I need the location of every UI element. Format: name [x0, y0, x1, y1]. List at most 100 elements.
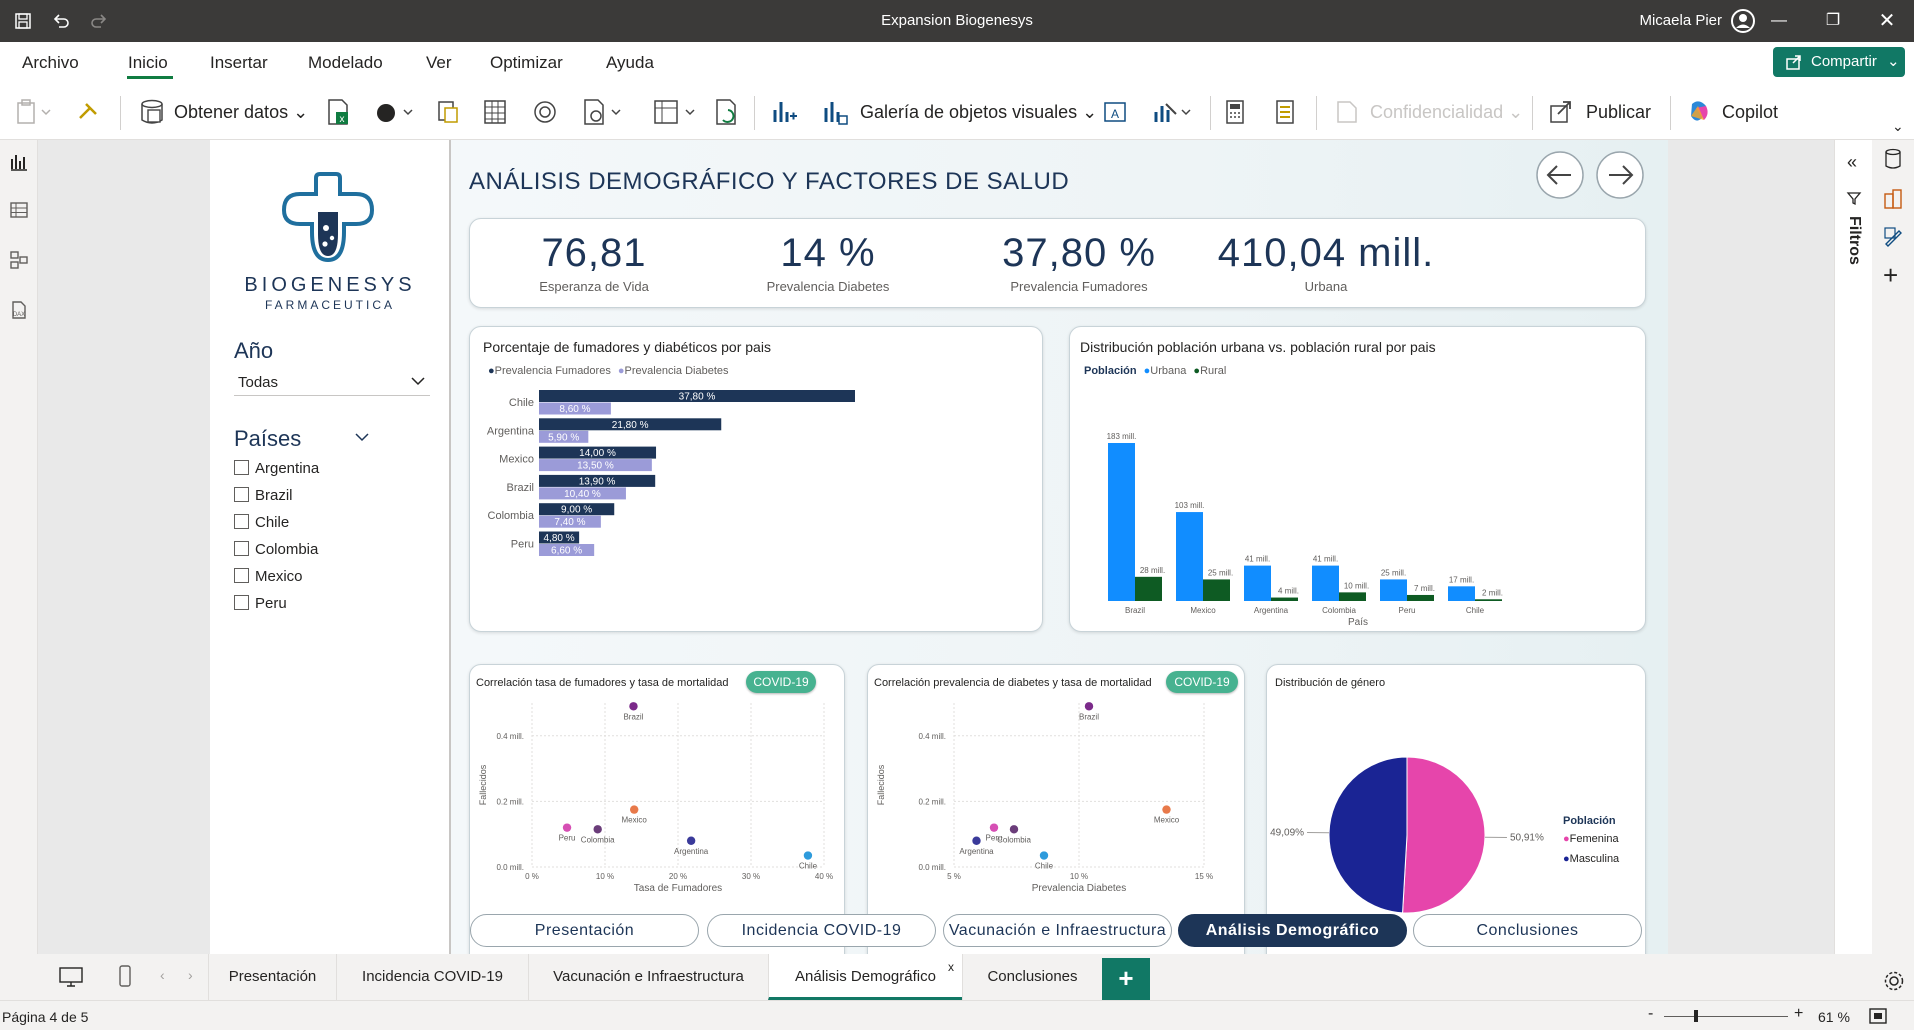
page-tab-conclusiones[interactable]: Conclusiones [962, 954, 1102, 1000]
menu-modelado[interactable]: Modelado [308, 53, 383, 72]
gender-pie-card[interactable]: Distribución de género 50,91% 49,09% Pobl… [1266, 664, 1646, 1030]
visual-gallery-button[interactable]: Galería de objetos visuales ⌄ [860, 102, 1097, 123]
checkbox[interactable] [234, 568, 249, 583]
nav-button-conclusiones[interactable]: Conclusiones [1413, 914, 1642, 947]
checkbox[interactable] [234, 595, 249, 610]
onelake-icon[interactable] [374, 98, 420, 126]
smokers-diabetes-chart-card[interactable]: Porcentaje de fumadores y diabéticos por… [469, 326, 1043, 632]
table-icon[interactable] [482, 98, 508, 126]
data-pane-icon[interactable] [1883, 148, 1903, 170]
menu-archivo[interactable]: Archivo [22, 53, 79, 72]
checkbox[interactable] [234, 514, 249, 529]
forward-arrow-button[interactable] [1595, 150, 1645, 200]
add-page-button[interactable]: + [1102, 958, 1150, 1000]
desktop-layout-icon[interactable] [58, 966, 84, 988]
page-tab-incidencia[interactable]: Incidencia COVID-19 [336, 954, 528, 1000]
menu-ver[interactable]: Ver [426, 53, 452, 72]
urban-rural-chart-card[interactable]: Distribución población urbana vs. poblac… [1069, 326, 1646, 632]
checkbox[interactable] [234, 541, 249, 556]
redo-icon[interactable] [90, 12, 108, 30]
page-tab-vacunacion[interactable]: Vacunación e Infraestructura [528, 954, 768, 1000]
excel-icon[interactable]: x [326, 98, 350, 126]
data-label: 13,50 % [577, 461, 614, 472]
year-dropdown[interactable]: Todas [234, 368, 430, 396]
zoom-in-icon[interactable]: + [1794, 1005, 1804, 1022]
menu-insertar[interactable]: Insertar [210, 53, 268, 72]
minimize-icon[interactable]: — [1771, 12, 1787, 29]
nav-button-vacunacion[interactable]: Vacunación e Infraestructura [943, 914, 1172, 947]
save-icon[interactable] [14, 12, 32, 30]
visualizations-pane-icon[interactable] [1883, 188, 1903, 210]
restore-icon[interactable]: ❐ [1825, 12, 1841, 29]
zoom-out-icon[interactable]: - [1648, 1005, 1654, 1022]
country-option-peru[interactable]: Peru [234, 595, 287, 612]
format-painter-icon[interactable] [76, 98, 102, 126]
share-button[interactable]: Compartir ⌄ [1773, 47, 1905, 77]
filters-label[interactable]: Filtros [1846, 216, 1863, 265]
nav-button-presentacion[interactable]: Presentación [470, 914, 699, 947]
menu-ayuda[interactable]: Ayuda [606, 53, 654, 72]
page-tab-analisis[interactable]: Análisis Demográfico [768, 954, 962, 1000]
settings-icon[interactable] [1883, 970, 1905, 992]
refresh-icon[interactable] [714, 98, 740, 126]
fit-to-page-icon[interactable] [1868, 1007, 1888, 1025]
visual-gallery-icon[interactable] [822, 98, 848, 126]
filter-icon[interactable] [1846, 190, 1862, 206]
country-option-brazil[interactable]: Brazil [234, 487, 293, 504]
country-option-colombia[interactable]: Colombia [234, 541, 318, 558]
category-label: Mexico [1190, 606, 1216, 615]
quick-measure-icon[interactable] [1272, 98, 1298, 126]
menu-inicio[interactable]: Inicio [128, 53, 168, 72]
more-visuals-icon[interactable] [1152, 98, 1196, 126]
table-view-icon[interactable] [9, 200, 29, 220]
page-tab-presentacion[interactable]: Presentación [208, 954, 336, 1000]
nav-button-analisis[interactable]: Análisis Demográfico [1178, 914, 1407, 947]
close-tab-icon[interactable]: x [948, 960, 954, 974]
scroll-left-icon[interactable]: ‹ [160, 967, 165, 983]
back-arrow-button[interactable] [1535, 150, 1585, 200]
model-view-icon[interactable] [9, 250, 29, 270]
checkbox[interactable] [234, 460, 249, 475]
database-icon[interactable] [138, 98, 166, 126]
menu-optimizar[interactable]: Optimizar [490, 53, 563, 72]
copilot-button[interactable]: Copilot [1722, 102, 1779, 122]
recent-sources-icon[interactable] [532, 98, 558, 126]
transform-data-icon[interactable] [582, 98, 626, 126]
copilot-icon[interactable] [1686, 98, 1712, 126]
checkbox[interactable] [234, 487, 249, 502]
new-measure-icon[interactable] [1222, 98, 1248, 126]
country-option-chile[interactable]: Chile [234, 514, 289, 531]
text-box-icon[interactable]: A [1102, 98, 1128, 126]
scroll-right-icon[interactable]: › [188, 967, 193, 983]
data-label: 41 mill. [1313, 555, 1338, 564]
chevron-down-icon: ⌄ [1508, 102, 1524, 122]
biogenesys-logo [282, 172, 374, 263]
bar [1407, 594, 1434, 601]
paste-icon[interactable] [16, 98, 56, 126]
add-pane-icon[interactable]: + [1883, 260, 1899, 290]
country-option-argentina[interactable]: Argentina [234, 460, 319, 477]
mobile-layout-icon[interactable] [118, 964, 132, 988]
collapse-ribbon-icon[interactable]: ⌄ [1892, 118, 1904, 134]
get-data-button[interactable]: Obtener datos ⌄ [174, 102, 308, 123]
avatar-icon[interactable] [1730, 8, 1756, 34]
expand-filters-icon[interactable]: « [1847, 152, 1858, 172]
format-pane-icon[interactable] [1883, 226, 1903, 248]
nav-button-incidencia[interactable]: Incidencia COVID-19 [707, 914, 936, 947]
country-option-mexico[interactable]: Mexico [234, 568, 303, 585]
dataverse-icon[interactable] [436, 98, 460, 126]
publish-icon[interactable] [1548, 98, 1574, 126]
zoom-slider-thumb[interactable] [1694, 1010, 1698, 1022]
new-visual-icon[interactable] [770, 98, 798, 126]
refresh-data-icon[interactable] [652, 98, 700, 126]
close-icon[interactable]: ✕ [1878, 10, 1896, 32]
dax-query-icon[interactable]: DAX [9, 300, 29, 320]
report-view-icon[interactable] [9, 152, 29, 172]
x-axis-title: País [1348, 617, 1368, 628]
zoom-slider[interactable] [1664, 1016, 1788, 1017]
data-point [562, 823, 572, 832]
undo-icon[interactable] [52, 12, 70, 30]
chevron-down-icon[interactable] [354, 432, 370, 442]
bar [1380, 579, 1407, 601]
publish-button[interactable]: Publicar [1586, 102, 1652, 122]
